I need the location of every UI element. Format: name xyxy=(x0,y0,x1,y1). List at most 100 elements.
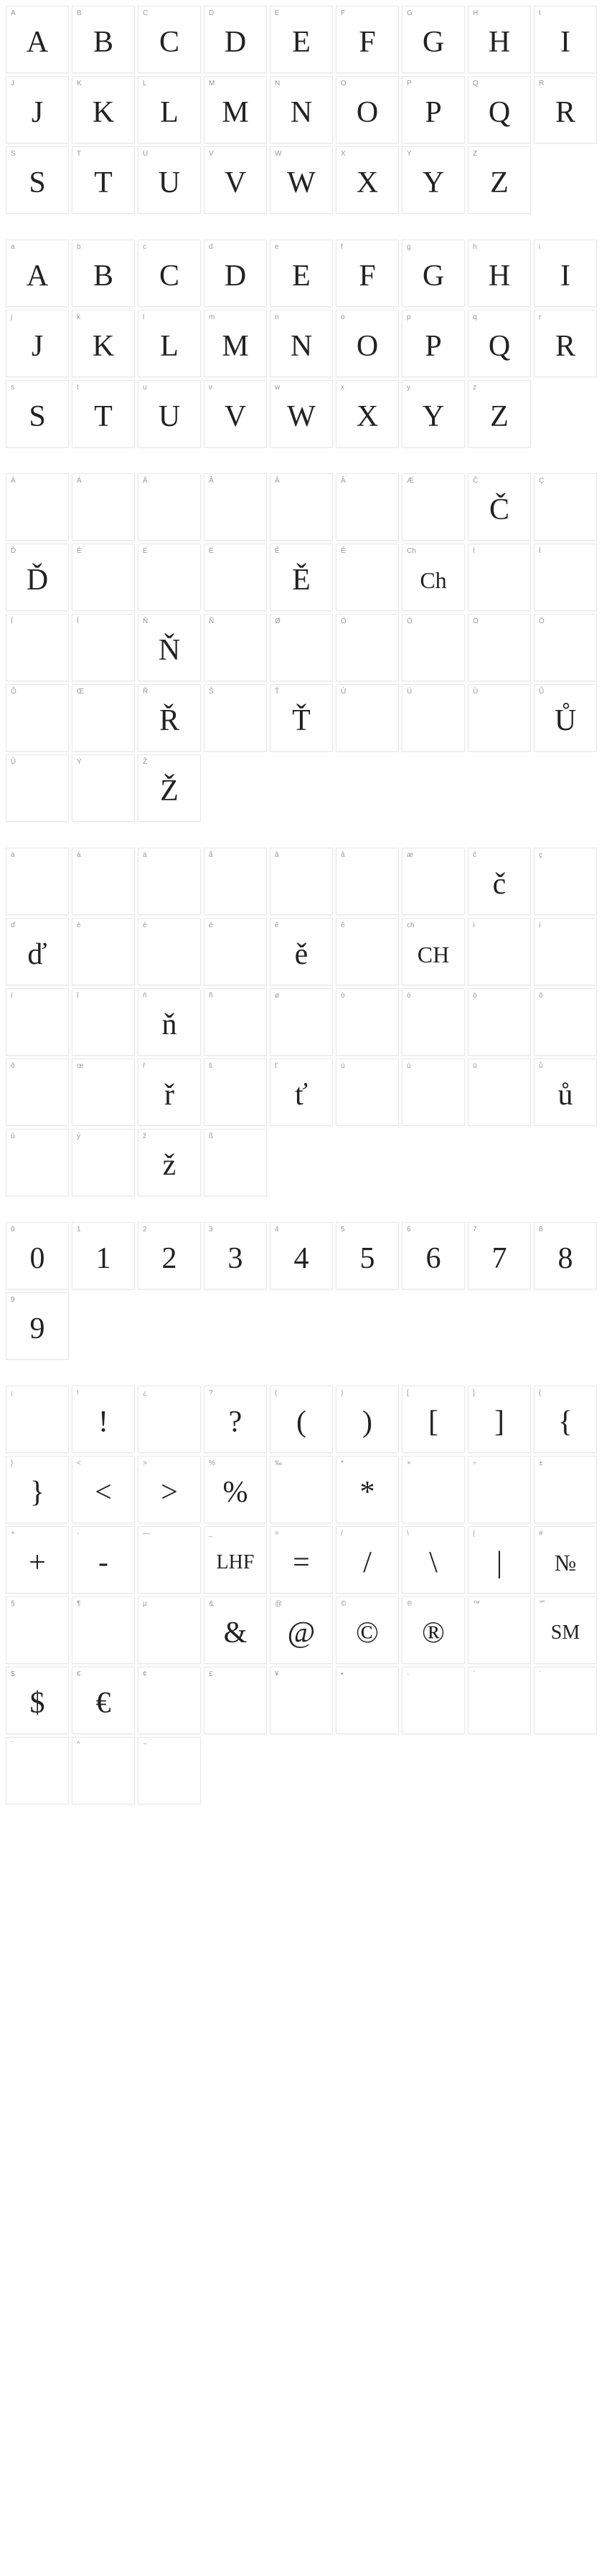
glyph-cell: cC xyxy=(138,240,201,307)
glyph-cell: · xyxy=(402,1667,465,1734)
glyph-cell: PP xyxy=(402,76,465,143)
glyph-label: y xyxy=(407,384,410,392)
glyph-cell: RR xyxy=(534,76,597,143)
glyph-label: Ö xyxy=(473,617,479,625)
glyph-display: R xyxy=(555,98,575,128)
glyph-display: S xyxy=(29,402,45,432)
glyph-cell: 77 xyxy=(468,1222,531,1289)
glyph-label: N xyxy=(275,80,280,87)
glyph-display: K xyxy=(93,98,114,128)
glyph-cell: // xyxy=(336,1526,399,1594)
glyph-label: | xyxy=(473,1530,475,1538)
glyph-cell: Â xyxy=(270,473,333,541)
glyph-cell: 22 xyxy=(138,1222,201,1289)
glyph-cell: ñ xyxy=(204,988,267,1056)
glyph-label: Ë xyxy=(209,547,214,555)
glyph-cell: ï xyxy=(6,988,69,1056)
glyph-label: ~ xyxy=(143,1741,147,1748)
glyph-cell: ^ xyxy=(72,1737,135,1804)
glyph-display: K xyxy=(93,331,114,361)
glyph-cell: ŘŘ xyxy=(138,684,201,752)
glyph-cell: AA xyxy=(6,6,69,73)
glyph-display: P xyxy=(425,331,441,361)
glyph-cell: @@ xyxy=(270,1596,333,1664)
glyph-display: = xyxy=(293,1548,310,1578)
glyph-label: ï xyxy=(11,992,13,1000)
glyph-cell: ý xyxy=(72,1129,135,1196)
glyph-cell: ©© xyxy=(336,1596,399,1664)
glyph-label: Ě xyxy=(275,547,280,555)
glyph-label: Ó xyxy=(407,617,413,625)
glyph-display: SM xyxy=(551,1623,580,1643)
glyph-cell: • xyxy=(336,1667,399,1734)
glyph-cell: è xyxy=(72,918,135,985)
glyph-label: ď xyxy=(11,922,15,929)
glyph-display: č xyxy=(493,869,507,899)
glyph-cell: sS xyxy=(6,380,69,448)
glyph-label: 2 xyxy=(143,1226,147,1233)
glyph-display: G xyxy=(423,27,444,57)
glyph-display: Ň xyxy=(159,635,180,666)
glyph-cell: ℠SM xyxy=(534,1596,597,1664)
glyph-cell: hH xyxy=(468,240,531,307)
glyph-cell: HH xyxy=(468,6,531,73)
glyph-label: B xyxy=(77,9,82,17)
glyph-cell: qQ xyxy=(468,310,531,377)
glyph-cell: ü xyxy=(468,1059,531,1126)
glyph-label: ÷ xyxy=(473,1459,477,1467)
glyph-label: Â xyxy=(275,477,280,485)
glyph-cell: mM xyxy=(204,310,267,377)
glyph-cell: ™ xyxy=(468,1596,531,1664)
glyph-label: Ă xyxy=(341,477,346,485)
glyph-cell: È xyxy=(72,544,135,611)
glyph-cell: GG xyxy=(402,6,465,73)
glyph-label: ¥ xyxy=(275,1670,279,1678)
glyph-cell: £ xyxy=(204,1667,267,1734)
glyph-label: p xyxy=(407,313,411,321)
glyph-label: £ xyxy=(209,1670,213,1678)
glyph-display: 7 xyxy=(492,1244,507,1274)
glyph-display: ď xyxy=(27,939,47,970)
glyph-cell: Ã xyxy=(204,473,267,541)
glyph-label: ‰ xyxy=(275,1459,282,1467)
glyph-cell: OO xyxy=(336,76,399,143)
glyph-display: U xyxy=(159,402,180,432)
glyph-cell: eE xyxy=(270,240,333,307)
glyph-cell: xX xyxy=(336,380,399,448)
glyph-cell: II xyxy=(534,6,597,73)
glyph-display: ž xyxy=(163,1150,176,1180)
glyph-label: ñ xyxy=(209,992,213,1000)
glyph-label: / xyxy=(341,1530,343,1538)
glyph-cell: 00 xyxy=(6,1222,69,1289)
glyph-display: Ť xyxy=(292,706,311,736)
glyph-display: 2 xyxy=(162,1244,177,1274)
glyph-cell: ĚĚ xyxy=(270,544,333,611)
glyph-display: + xyxy=(29,1548,46,1578)
glyph-label: © xyxy=(341,1600,346,1608)
glyph-cell: Ë xyxy=(204,544,267,611)
glyph-label: = xyxy=(275,1530,279,1538)
glyph-cell: ¨ xyxy=(6,1737,69,1804)
glyph-cell: BB xyxy=(72,6,135,73)
glyph-label: ch xyxy=(407,922,415,929)
glyph-cell: pP xyxy=(402,310,465,377)
glyph-cell: × xyxy=(402,1456,465,1523)
glyph-cell: XX xyxy=(336,146,399,214)
glyph-label: Ù xyxy=(341,688,346,696)
glyph-cell: LL xyxy=(138,76,201,143)
glyph-cell: Ò xyxy=(336,614,399,681)
glyph-label: Ď xyxy=(11,547,16,555)
glyph-cell: Ø xyxy=(270,614,333,681)
glyph-label: ™ xyxy=(473,1600,480,1608)
glyph-cell: JJ xyxy=(6,76,69,143)
glyph-cell: Ó xyxy=(402,614,465,681)
glyph-display: D xyxy=(225,261,246,291)
glyph-display: 6 xyxy=(426,1244,441,1274)
glyph-label: Ò xyxy=(341,617,347,625)
glyph-display: Č xyxy=(489,495,509,525)
glyph-display: * xyxy=(360,1477,375,1507)
glyph-cell: — xyxy=(138,1526,201,1594)
glyph-cell: && xyxy=(204,1596,267,1664)
glyph-label: à xyxy=(11,851,15,859)
glyph-label: G xyxy=(407,9,413,17)
